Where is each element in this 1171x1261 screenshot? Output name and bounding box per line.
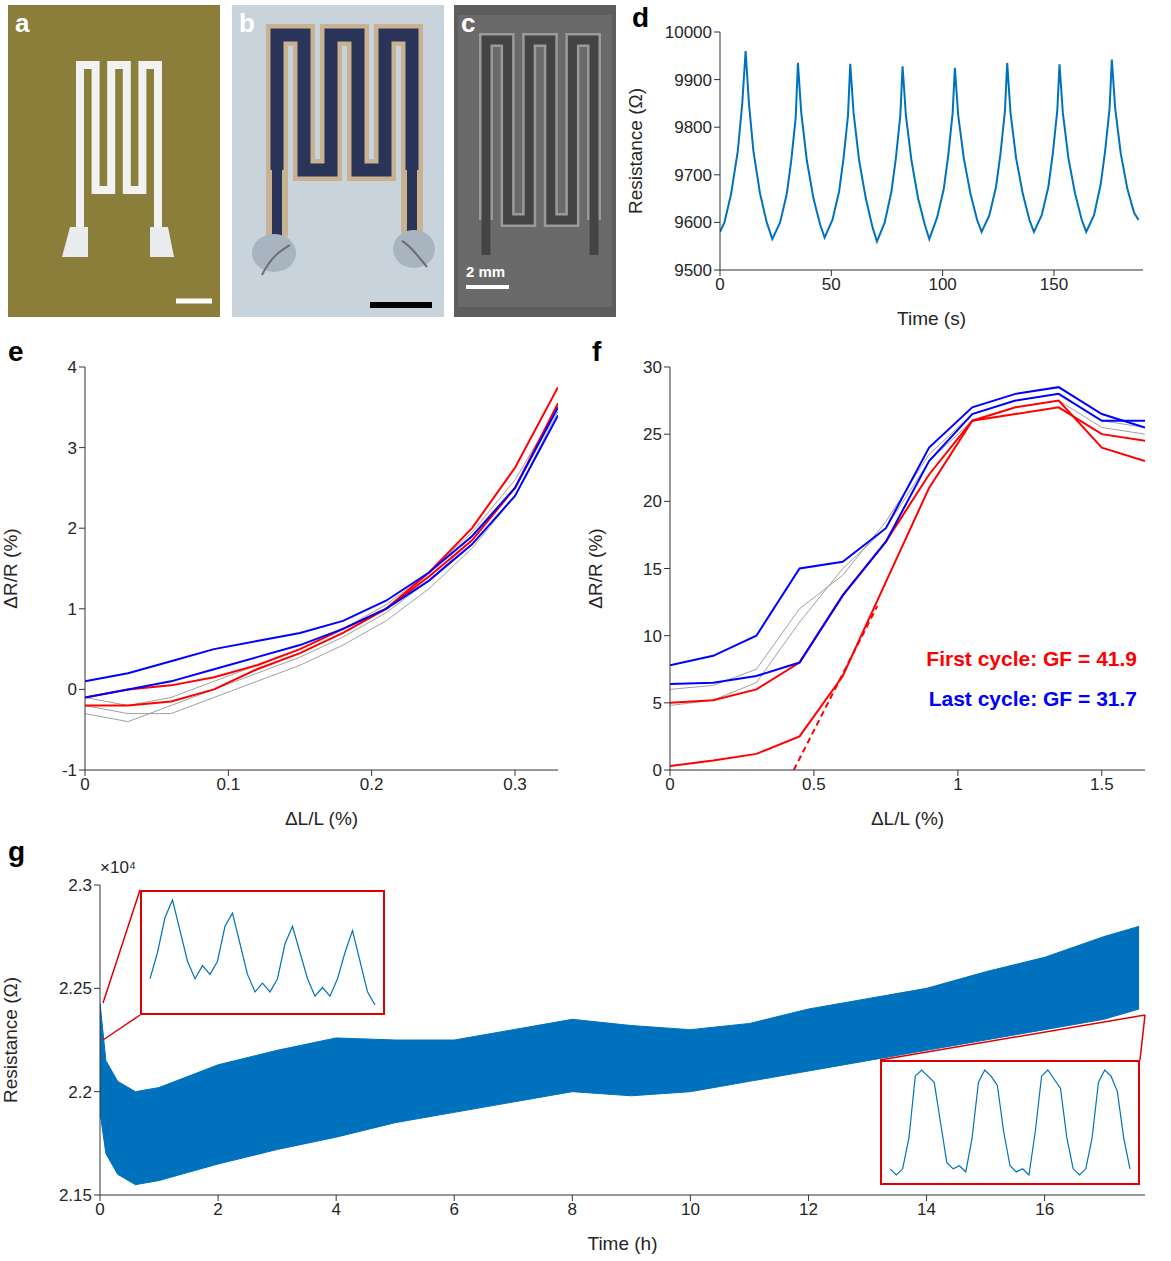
svg-text:0: 0 [653,761,662,780]
svg-text:0.3: 0.3 [503,775,527,794]
svg-text:0: 0 [68,680,77,699]
svg-text:10: 10 [643,627,662,646]
html-text:e: e [8,336,24,367]
svg-text:ΔR/R (%): ΔR/R (%) [585,528,606,608]
svg-text:0: 0 [665,775,674,794]
html-text:d: d [632,2,650,33]
html-text:×10⁴: ×10⁴ [100,858,137,877]
svg-text:ΔL/L (%): ΔL/L (%) [871,808,944,829]
svg-text:Resistance (Ω): Resistance (Ω) [625,88,646,214]
svg-text:0.2: 0.2 [360,775,384,794]
svg-text:4: 4 [331,1200,340,1219]
html-text:First cycle: GF = 41.9: First cycle: GF = 41.9 [926,647,1137,670]
svg-text:2.3: 2.3 [68,876,92,895]
svg-text:0.5: 0.5 [802,775,826,794]
svg-text:0: 0 [80,775,89,794]
svg-text:8: 8 [568,1200,577,1219]
svg-text:2.15: 2.15 [59,1186,92,1205]
svg-text:100: 100 [928,275,956,294]
svg-text:1: 1 [68,600,77,619]
svg-text:10000: 10000 [665,23,712,42]
svg-text:ΔL/L (%): ΔL/L (%) [285,808,358,829]
svg-text:30: 30 [643,358,662,377]
svg-text:9800: 9800 [674,118,712,137]
svg-text:1.5: 1.5 [1090,775,1114,794]
svg-text:9900: 9900 [674,71,712,90]
svg-text:12: 12 [799,1200,818,1219]
svg-text:14: 14 [917,1200,936,1219]
svg-text:c: c [461,8,475,38]
svg-text:ΔR/R (%): ΔR/R (%) [0,528,21,608]
svg-text:2.25: 2.25 [59,979,92,998]
svg-text:25: 25 [643,425,662,444]
svg-text:Resistance (Ω): Resistance (Ω) [0,977,21,1103]
svg-text:0.1: 0.1 [217,775,241,794]
svg-text:0: 0 [95,1200,104,1219]
svg-text:0: 0 [715,275,724,294]
svg-text:1: 1 [953,775,962,794]
svg-text:10: 10 [681,1200,700,1219]
svg-text:2.2: 2.2 [68,1083,92,1102]
html-text:f: f [592,336,602,367]
html-text:g: g [8,836,26,867]
svg-text:6: 6 [450,1200,459,1219]
svg-text:20: 20 [643,492,662,511]
svg-text:Time (h): Time (h) [587,1233,657,1254]
svg-text:a: a [15,8,30,38]
svg-text:150: 150 [1040,275,1068,294]
svg-text:5: 5 [653,694,662,713]
html-text:Last cycle: GF = 31.7: Last cycle: GF = 31.7 [928,687,1137,710]
svg-text:-1: -1 [62,761,77,780]
svg-text:2: 2 [213,1200,222,1219]
svg-text:3: 3 [68,439,77,458]
svg-text:2 mm: 2 mm [466,263,505,280]
svg-text:9700: 9700 [674,166,712,185]
svg-text:15: 15 [643,560,662,579]
svg-text:9500: 9500 [674,261,712,280]
svg-text:9600: 9600 [674,213,712,232]
svg-text:50: 50 [822,275,841,294]
svg-text:4: 4 [68,358,77,377]
svg-text:16: 16 [1035,1200,1054,1219]
svg-text:b: b [239,8,255,38]
svg-text:2: 2 [68,519,77,538]
svg-text:Time (s): Time (s) [897,308,966,329]
